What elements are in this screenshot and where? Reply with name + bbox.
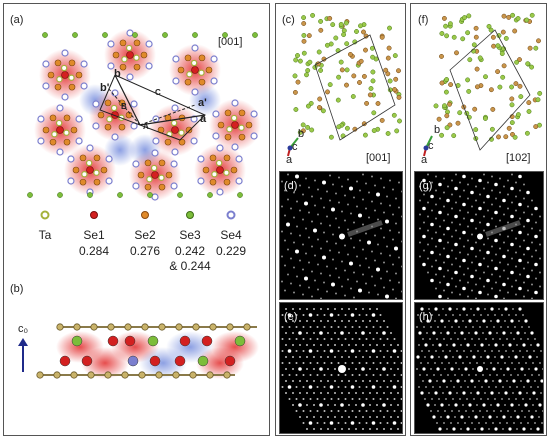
legend-marker-se1 bbox=[90, 211, 98, 219]
panel-h-label: (h) bbox=[419, 311, 433, 323]
supercell-structure-102 bbox=[433, 12, 543, 151]
panel-h-diffraction bbox=[414, 302, 544, 434]
legend-marker-ta bbox=[40, 210, 50, 220]
panel-f-zone-axis: [102] bbox=[506, 152, 531, 164]
lattice-label-b-prime: b' bbox=[100, 82, 110, 94]
panel-g-label: (g) bbox=[419, 180, 433, 192]
diffraction-pattern-e bbox=[281, 308, 402, 430]
legend-value-se4: 0.229 bbox=[215, 244, 247, 258]
panel-a-zone-axis: [001] bbox=[218, 36, 243, 48]
panel-f-axes-icon bbox=[423, 135, 433, 157]
panel-d-diffraction bbox=[279, 171, 403, 300]
crystal-structure-side-view bbox=[36, 323, 259, 379]
panel-b-label: (b) bbox=[10, 283, 24, 295]
panel-a-label: (a) bbox=[10, 14, 24, 26]
panel-f-axis-b: b bbox=[434, 124, 441, 136]
legend-value-se3: 0.242 bbox=[174, 244, 206, 258]
legend-name-se3: Se3 bbox=[179, 228, 201, 242]
panel-f-label: (f) bbox=[418, 14, 429, 26]
legend-value-se2: 0.276 bbox=[129, 244, 161, 258]
panel-c-axis-c: c bbox=[292, 141, 298, 153]
legend-name-se4: Se4 bbox=[220, 228, 242, 242]
legend-marker-se2 bbox=[141, 211, 149, 219]
legend-name-se1: Se1 bbox=[83, 228, 105, 242]
panel-c-axis-b: b bbox=[298, 128, 305, 140]
panel-c-axis-a: a bbox=[286, 154, 293, 166]
diffraction-pattern-g bbox=[419, 173, 541, 299]
lattice-label-C: C bbox=[155, 88, 161, 97]
legend-value-se3-alt: & 0.244 bbox=[169, 259, 211, 273]
crystal-structure-top-view bbox=[27, 29, 261, 201]
lattice-label-b: b bbox=[114, 68, 121, 80]
panel-c-axes-icon bbox=[287, 137, 299, 157]
panel-e-label: (e) bbox=[284, 311, 298, 323]
diffraction-pattern-d bbox=[281, 173, 402, 299]
lattice-label-A: A bbox=[143, 122, 149, 131]
lattice-label-B: B bbox=[121, 102, 127, 111]
legend-marker-se4 bbox=[226, 210, 236, 220]
supercell-structure-001 bbox=[292, 12, 402, 141]
panel-c-label: (c) bbox=[282, 14, 295, 26]
c-axis-arrow bbox=[18, 338, 28, 372]
legend-marker-se3 bbox=[186, 211, 194, 219]
panel-c-zone-axis: [001] bbox=[366, 152, 391, 164]
panel-b-axis-label: c₀ bbox=[18, 323, 29, 335]
panel-f-axis-c: c bbox=[428, 140, 434, 152]
legend-name-ta: Ta bbox=[38, 228, 52, 242]
panel-d-label: (d) bbox=[284, 180, 298, 192]
legend-name-se2: Se2 bbox=[134, 228, 156, 242]
panel-e-diffraction bbox=[279, 302, 403, 434]
panel-g-diffraction bbox=[414, 171, 544, 300]
panel-f-axis-a: a bbox=[421, 154, 428, 166]
lattice-label-a: a bbox=[200, 113, 207, 125]
lattice-label-a-prime: a' bbox=[198, 97, 207, 109]
legend-value-se1: 0.284 bbox=[78, 244, 110, 258]
diffraction-pattern-h bbox=[416, 307, 543, 431]
